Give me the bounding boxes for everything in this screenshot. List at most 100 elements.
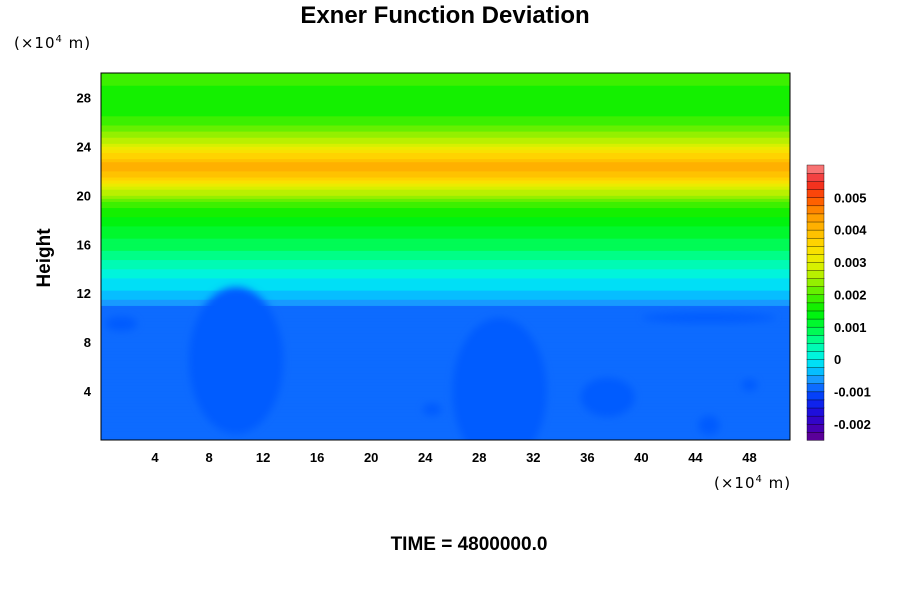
colorbar-swatch	[806, 221, 825, 231]
height-band	[101, 433, 790, 438]
height-band	[101, 268, 790, 273]
height-band	[101, 237, 790, 242]
height-band	[101, 112, 790, 117]
height-band	[101, 136, 790, 141]
y-tick-label: 16	[77, 237, 91, 252]
colorbar-swatch	[806, 423, 825, 433]
height-band	[101, 317, 790, 322]
height-band	[101, 396, 790, 401]
colorbar-tick-label: -0.002	[834, 417, 871, 432]
y-tick-label: 8	[84, 335, 91, 350]
height-band	[101, 252, 790, 257]
height-band	[101, 173, 790, 178]
height-band	[101, 100, 790, 105]
colorbar-swatch	[806, 229, 825, 239]
height-band	[101, 73, 790, 77]
colorbar-swatch	[806, 358, 825, 368]
colorbar-swatch	[806, 350, 825, 360]
height-band	[101, 314, 790, 319]
anomaly-patch	[641, 312, 777, 323]
height-band	[101, 402, 790, 407]
x-tick-label: 36	[580, 450, 594, 465]
height-band	[101, 185, 790, 190]
height-band	[101, 329, 790, 334]
height-band	[101, 145, 790, 150]
colorbar-tick-label: 0.003	[834, 255, 867, 270]
height-band	[101, 335, 790, 340]
colorbar-swatch	[806, 213, 825, 223]
colorbar-tick-label: 0	[834, 352, 841, 367]
height-band	[101, 350, 790, 355]
height-band	[101, 249, 790, 254]
height-band	[101, 210, 790, 215]
x-tick-label: 32	[526, 450, 540, 465]
chart-title: Exner Function Deviation	[300, 2, 589, 29]
height-band	[101, 127, 790, 132]
height-band	[101, 182, 790, 187]
colorbar-swatch	[806, 383, 825, 393]
colorbar-swatch	[806, 302, 825, 312]
colorbar-swatch	[806, 245, 825, 255]
height-band	[101, 200, 790, 206]
colorbar-swatch	[806, 237, 825, 247]
x-axis-ticks: 4 8 12 16 20 24 28 32 36 40 44 48	[151, 450, 756, 465]
height-band	[101, 121, 790, 126]
anomaly-patch	[105, 316, 138, 332]
height-band	[101, 332, 790, 337]
colorbar-swatch	[806, 164, 825, 174]
x-tick-label: 16	[310, 450, 324, 465]
height-bands	[101, 73, 790, 440]
anomaly-patch	[452, 317, 547, 440]
height-band	[101, 390, 790, 395]
y-axis-ticks: 4 8 12 16 20 24 28	[77, 90, 92, 399]
colorbar-swatch	[806, 269, 825, 279]
height-band	[101, 277, 790, 282]
height-band	[101, 338, 790, 343]
height-band	[101, 84, 790, 89]
height-band	[101, 115, 790, 120]
height-band	[101, 213, 790, 218]
height-band	[101, 411, 790, 417]
height-band	[101, 366, 790, 371]
anomaly-patch	[188, 287, 284, 434]
height-band	[101, 280, 790, 285]
height-band	[101, 271, 790, 276]
colorbar-tick-label: 0.002	[834, 287, 867, 302]
height-band	[101, 124, 790, 129]
height-band	[101, 130, 790, 135]
height-band	[101, 204, 790, 209]
height-band	[101, 158, 790, 163]
colorbar-swatch	[806, 197, 825, 207]
anomaly-patch	[422, 403, 442, 416]
y-tick-label: 24	[77, 139, 92, 154]
height-band	[101, 347, 790, 352]
y-tick-label: 12	[77, 286, 91, 301]
height-band	[101, 118, 790, 123]
height-band	[101, 109, 790, 114]
colorbar-swatch	[806, 261, 825, 271]
anomaly-patches	[105, 287, 777, 440]
height-band	[101, 207, 790, 212]
y-tick-label: 4	[84, 384, 92, 399]
height-band	[101, 259, 790, 264]
height-band	[101, 148, 790, 154]
colorbar-swatch	[806, 294, 825, 304]
colorbar-swatch	[806, 407, 825, 417]
height-band	[101, 289, 790, 294]
colorbar-swatch	[806, 318, 825, 328]
height-band	[101, 96, 790, 102]
colorbar-swatch	[806, 189, 825, 198]
height-band	[101, 106, 790, 111]
y-unit-label: (×104 m)	[14, 34, 91, 52]
anomaly-patch	[580, 377, 635, 417]
height-band	[101, 292, 790, 297]
height-band	[101, 152, 790, 157]
anomaly-patch	[741, 378, 758, 392]
x-tick-label: 4	[151, 450, 159, 465]
height-band	[101, 176, 790, 181]
colorbar-tick-label: 0.001	[834, 320, 867, 335]
height-band	[101, 155, 790, 160]
colorbar-swatch	[806, 334, 825, 344]
x-tick-label: 40	[634, 450, 648, 465]
